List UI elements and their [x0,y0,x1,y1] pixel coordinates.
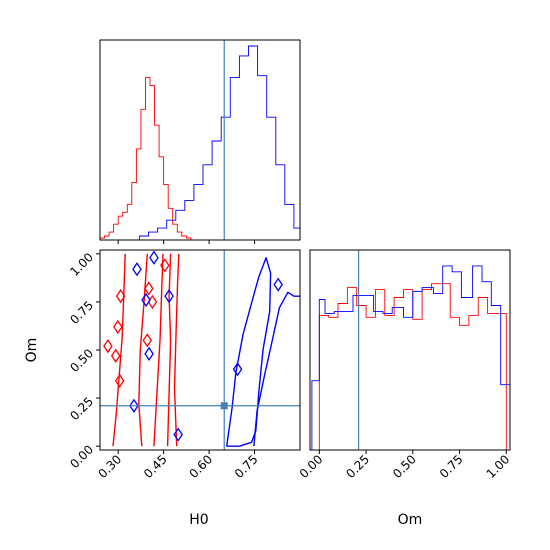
h0-axis-tick-label: 0.60 [186,452,215,481]
contour-island-blue [144,346,154,362]
contour-line-red [112,253,126,447]
h0-marginal-panel [99,39,301,244]
joint-contour-panel: 0.30 0.45 0.60 0.75 0.00 0.25 0.50 0.75 1.00 [67,249,301,481]
h0-histogram-red [99,77,192,240]
om-axis-tick-label: 0.25 [67,394,96,423]
om-marginal-frame [309,249,511,451]
contour-island-blue [141,292,151,308]
contour-island-blue [173,427,183,442]
contour-island-red [160,258,170,273]
contour-line-red [153,253,164,447]
contour-island-red [113,319,123,335]
contour-island-red [144,281,154,296]
contour-island-red [114,373,125,388]
contour-island-blue [132,262,142,277]
h0-axis-tick-label: 0.30 [96,452,125,481]
h0-histogram-blue [138,45,301,240]
contour-island-blue [232,362,243,377]
om-axis-tick-label: 0.75 [67,298,96,327]
contour-island-red [115,288,126,304]
contour-island-red [147,294,158,310]
contour-line-red [138,253,148,447]
contour-island-red [103,338,113,354]
truth-marker [220,402,228,410]
h0-axis-tick-label: 0.75 [232,452,261,481]
om-axis-tick-label: 0.50 [67,346,96,375]
contour-line-red [166,253,172,447]
y-axis-label-om: Om [24,338,40,363]
joint-plot-area [103,250,300,447]
contour-island-blue [129,398,139,413]
h0-axis-tick-label: 0.45 [141,452,170,481]
contour-line-red [173,253,180,447]
om-marginal-axis-tick-label: 0.00 [297,452,326,481]
h0-marginal-frame [99,39,301,241]
om-marginal-axis-tick-label: 0.75 [437,452,466,481]
om-histogram-red [318,283,507,450]
om-marginal-axis-tick-label: 0.25 [343,452,372,481]
contour-island-red [142,333,153,348]
contour-island-red [110,348,121,363]
x-axis-label-h0: H0 [189,512,208,528]
om-marginal-axis-tick-label: 1.00 [484,452,513,481]
om-axis-tick-label: 1.00 [67,250,96,279]
om-axis-tick-label: 0.00 [67,442,96,471]
x-axis-label-om: Om [398,512,423,528]
contour-island-blue [273,277,283,292]
contour-island-blue [149,250,159,265]
contour-line-blue [226,257,272,447]
om-marginal-axis-tick-label: 0.50 [390,452,419,481]
joint-frame [99,249,301,451]
contour-island-blue [164,288,174,304]
om-histogram-blue [311,265,511,450]
om-marginal-panel: 0.00 0.25 0.50 0.75 1.00 [297,249,513,481]
